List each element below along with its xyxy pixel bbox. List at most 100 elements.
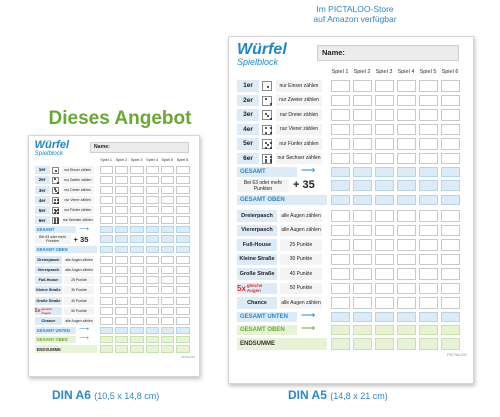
a5-score-cell[interactable] (331, 94, 350, 106)
a6-score-cell[interactable] (145, 186, 159, 195)
a5-score-cell[interactable] (419, 167, 438, 177)
a6-score-cell[interactable] (161, 256, 175, 265)
a6-score-cell[interactable] (99, 175, 114, 184)
a5-score-cell[interactable] (375, 195, 394, 205)
a5-score-cell[interactable] (419, 224, 438, 236)
a6-score-cell[interactable] (130, 256, 144, 265)
a5-score-cell[interactable] (397, 337, 416, 350)
a5-score-cell[interactable] (353, 80, 372, 92)
a6-score-cell[interactable] (130, 226, 144, 234)
a5-score-cell[interactable] (419, 195, 438, 205)
a5-score-cell[interactable] (353, 311, 372, 322)
a6-score-cell[interactable] (145, 286, 159, 295)
a5-score-cell[interactable] (441, 109, 460, 121)
a6-score-cell[interactable] (161, 306, 175, 315)
a6-score-cell[interactable] (161, 344, 175, 354)
a6-score-cell[interactable] (115, 296, 129, 305)
a6-score-cell[interactable] (115, 216, 129, 225)
a5-score-cell[interactable] (397, 324, 416, 335)
a5-score-cell[interactable] (441, 224, 460, 236)
a6-score-cell[interactable] (130, 276, 144, 285)
a6-score-cell[interactable] (176, 316, 190, 325)
a6-score-cell[interactable] (130, 326, 144, 334)
a5-score-cell[interactable] (375, 324, 394, 335)
a6-score-cell[interactable] (115, 226, 129, 234)
a5-score-cell[interactable] (331, 109, 350, 121)
a6-score-cell[interactable] (145, 326, 159, 334)
a5-score-cell[interactable] (375, 268, 394, 280)
a6-score-cell[interactable] (130, 206, 144, 215)
a5-score-cell[interactable] (397, 123, 416, 135)
a6-score-cell[interactable] (145, 296, 159, 305)
a5-score-cell[interactable] (441, 210, 460, 222)
a6-score-cell[interactable] (99, 226, 114, 234)
a5-score-cell[interactable] (441, 253, 460, 265)
a6-score-cell[interactable] (176, 175, 190, 184)
a6-score-cell[interactable] (145, 206, 159, 215)
a5-score-cell[interactable] (419, 268, 438, 280)
a6-score-cell[interactable] (115, 196, 129, 205)
a5-score-cell[interactable] (331, 311, 350, 322)
a6-score-cell[interactable] (99, 296, 114, 305)
a5-score-cell[interactable] (375, 224, 394, 236)
a5-score-cell[interactable] (375, 311, 394, 322)
a5-score-cell[interactable] (353, 94, 372, 106)
a5-score-cell[interactable] (331, 224, 350, 236)
a5-score-cell[interactable] (441, 152, 460, 164)
a6-score-cell[interactable] (99, 335, 114, 343)
a6-score-cell[interactable] (99, 206, 114, 215)
a6-score-cell[interactable] (176, 245, 190, 253)
a6-score-cell[interactable] (161, 266, 175, 275)
a5-score-cell[interactable] (375, 138, 394, 150)
a5-score-cell[interactable] (353, 253, 372, 265)
a5-score-cell[interactable] (441, 337, 460, 350)
a6-score-cell[interactable] (176, 335, 190, 343)
a5-score-cell[interactable] (331, 297, 350, 309)
a5-score-cell[interactable] (331, 138, 350, 150)
a5-score-cell[interactable] (419, 311, 438, 322)
a6-score-cell[interactable] (130, 316, 144, 325)
a6-score-cell[interactable] (176, 186, 190, 195)
a6-score-cell[interactable] (145, 235, 159, 244)
a5-name-field[interactable]: Name: (317, 45, 459, 61)
a6-score-cell[interactable] (115, 316, 129, 325)
a5-score-cell[interactable] (397, 268, 416, 280)
a6-score-cell[interactable] (145, 196, 159, 205)
a6-score-cell[interactable] (145, 266, 159, 275)
a5-score-cell[interactable] (419, 282, 438, 294)
a6-score-cell[interactable] (161, 175, 175, 184)
a6-score-cell[interactable] (145, 175, 159, 184)
a5-score-cell[interactable] (397, 167, 416, 177)
a6-score-cell[interactable] (161, 186, 175, 195)
a6-score-cell[interactable] (161, 296, 175, 305)
a6-score-cell[interactable] (130, 306, 144, 315)
a5-score-cell[interactable] (375, 109, 394, 121)
a5-score-cell[interactable] (375, 297, 394, 309)
a5-score-cell[interactable] (419, 138, 438, 150)
a6-score-cell[interactable] (115, 335, 129, 343)
a6-score-cell[interactable] (99, 256, 114, 265)
a6-score-cell[interactable] (176, 256, 190, 265)
a5-score-cell[interactable] (441, 80, 460, 92)
a5-score-cell[interactable] (331, 210, 350, 222)
a6-score-cell[interactable] (161, 165, 175, 174)
a6-score-cell[interactable] (145, 316, 159, 325)
a5-score-cell[interactable] (397, 210, 416, 222)
a5-score-cell[interactable] (397, 311, 416, 322)
a6-score-cell[interactable] (145, 165, 159, 174)
a6-score-cell[interactable] (161, 216, 175, 225)
a6-score-cell[interactable] (145, 306, 159, 315)
a6-score-cell[interactable] (161, 206, 175, 215)
a5-score-cell[interactable] (331, 123, 350, 135)
a5-score-cell[interactable] (353, 138, 372, 150)
a5-score-cell[interactable] (419, 239, 438, 251)
a6-score-cell[interactable] (130, 266, 144, 275)
a5-score-cell[interactable] (353, 152, 372, 164)
a5-score-cell[interactable] (331, 282, 350, 294)
a5-score-cell[interactable] (353, 167, 372, 177)
a6-score-cell[interactable] (145, 226, 159, 234)
a5-score-cell[interactable] (397, 138, 416, 150)
a5-score-cell[interactable] (397, 195, 416, 205)
a6-score-cell[interactable] (176, 306, 190, 315)
a6-score-cell[interactable] (145, 256, 159, 265)
